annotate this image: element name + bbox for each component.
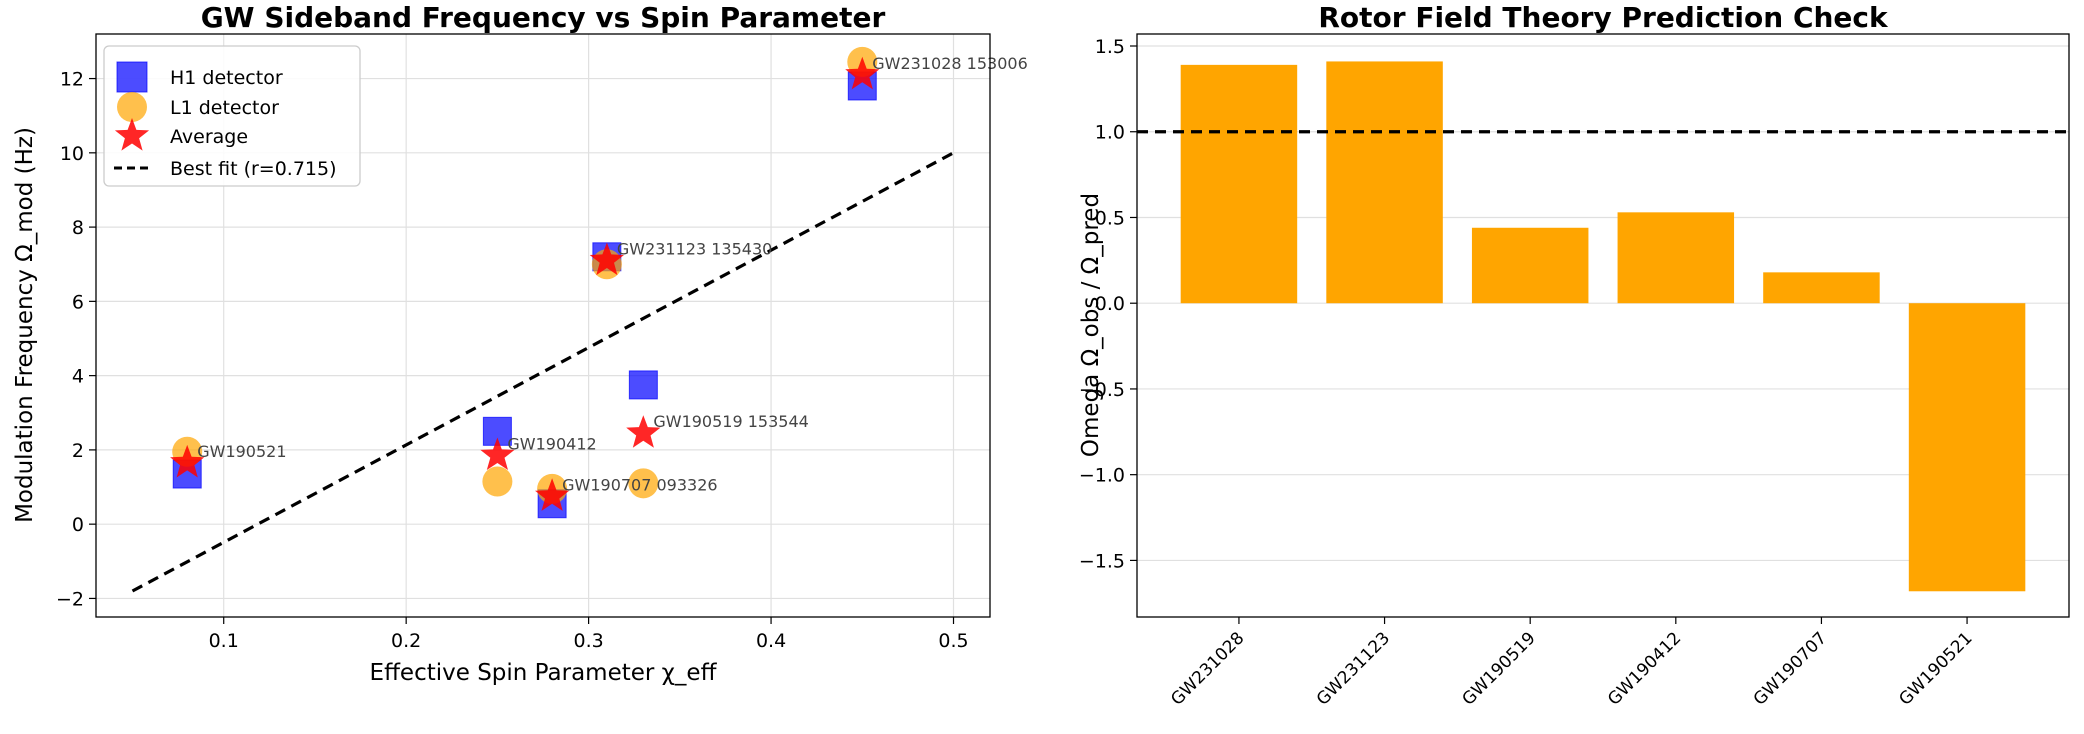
scatter-legend: H1 detector L1 detector Average Best fit… <box>103 45 361 187</box>
bar-y-tick-label: 1.0 <box>1095 122 1125 144</box>
bar <box>1180 64 1298 304</box>
legend-l1-circle-icon <box>117 92 147 122</box>
bar <box>1617 212 1735 304</box>
scatter-y-tick-label: 6 <box>72 291 84 313</box>
legend-label-fit: Best fit (r=0.715) <box>170 158 337 180</box>
scatter-axes-frame <box>95 33 991 618</box>
scatter-y-tick-label: 8 <box>72 217 84 239</box>
bar-y-tick-label: −1.0 <box>1079 465 1125 487</box>
legend-box <box>103 45 361 187</box>
bar <box>1471 227 1589 304</box>
bar-y-tick-label: −0.5 <box>1079 379 1125 401</box>
scatter-y-tick-label: 0 <box>72 514 84 536</box>
average-point <box>535 478 570 511</box>
scatter-x-tick-label: 0.4 <box>756 630 786 652</box>
bar <box>1326 61 1443 304</box>
scatter-y-tick-label: −2 <box>56 588 84 610</box>
average-point <box>626 415 661 448</box>
legend-label-h1: H1 detector <box>170 67 283 89</box>
legend-average-star-icon <box>114 118 150 151</box>
bar-y-tick-label: 1.5 <box>1095 36 1125 58</box>
bar-y-tick-label: 0.0 <box>1095 293 1125 315</box>
scatter-x-tick-label: 0.2 <box>391 630 421 652</box>
bar <box>1908 303 2026 592</box>
scatter-x-tick-label: 0.5 <box>938 630 968 652</box>
average-point <box>845 56 880 90</box>
point-annotation: GW190412 <box>507 434 596 453</box>
scatter-y-tick-label: 4 <box>72 366 84 388</box>
scatter-panel: GW231028 153006 GW231123 135430 GW190519 1… <box>12 1 1028 686</box>
scatter-x-tick-label: 0.1 <box>209 630 239 652</box>
scatter-y-tick-label: 12 <box>60 69 84 91</box>
h1-point <box>628 370 658 400</box>
bar <box>1763 272 1880 304</box>
point-annotation: GW190519 153544 <box>653 412 808 431</box>
legend-label-average: Average <box>170 126 248 148</box>
bar-y-axis-label: Omega Ω_obs / Ω_pred <box>1078 193 1104 457</box>
l1-point <box>628 468 659 499</box>
average-point <box>480 437 515 470</box>
scatter-x-tick-label: 0.3 <box>574 630 604 652</box>
scatter-title: GW Sideband Frequency vs Spin Parameter <box>201 1 886 34</box>
scatter-y-axis-label: Modulation Frequency Ω_mod (Hz) <box>12 127 38 523</box>
legend-label-l1: L1 detector <box>170 97 279 119</box>
bar-axes-frame <box>1136 33 2070 618</box>
bar-y-tick-label: −1.5 <box>1079 550 1125 572</box>
point-annotation: GW231028 153006 <box>872 54 1027 73</box>
point-annotation: GW190707 093326 <box>562 475 717 494</box>
scatter-x-axis-label: Effective Spin Parameter χ_eff <box>370 660 718 686</box>
average-point <box>589 242 624 276</box>
l1-point <box>482 466 513 497</box>
point-annotation: GW231123 135430 <box>617 240 772 259</box>
best-fit-line <box>131 151 955 593</box>
scatter-y-tick-label: 2 <box>72 440 84 462</box>
bar-title: Rotor Field Theory Prediction Check <box>1318 1 1889 34</box>
average-point <box>170 444 205 478</box>
bar-y-tick-label: 0.5 <box>1095 207 1125 229</box>
point-annotation: GW190521 <box>197 442 286 461</box>
legend-h1-square-icon <box>116 61 148 93</box>
scatter-y-tick-label: 10 <box>60 143 84 165</box>
